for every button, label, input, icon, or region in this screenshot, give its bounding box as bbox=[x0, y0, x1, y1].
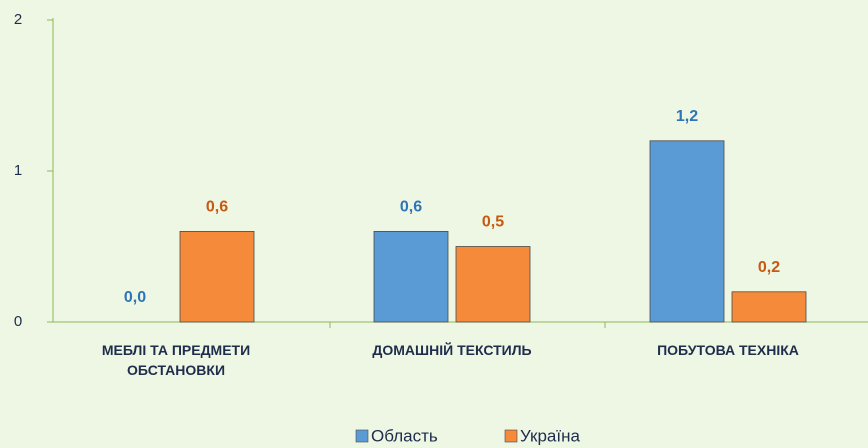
x-tick-label: МЕБЛІ ТА ПРЕДМЕТИ ОБСТАНОВКИ bbox=[101, 342, 251, 378]
legend-label: Україна bbox=[520, 426, 580, 445]
y-tick-label: 0 bbox=[14, 313, 22, 330]
bar bbox=[179, 230, 255, 323]
data-label: 0,5 bbox=[482, 214, 504, 231]
bar bbox=[649, 140, 725, 323]
x-tick-label: ПОБУТОВА ТЕХНІКА bbox=[657, 342, 799, 358]
x-tick-label: ДОМАШНІЙ ТЕКСТИЛЬ bbox=[372, 342, 532, 358]
data-label: 1,2 bbox=[676, 108, 698, 125]
data-label: 0,6 bbox=[400, 199, 422, 216]
y-tick-label: 2 bbox=[14, 11, 22, 28]
bar bbox=[731, 291, 807, 323]
data-label: 0,2 bbox=[758, 259, 780, 276]
legend-swatch bbox=[504, 429, 518, 443]
data-label: 0,0 bbox=[124, 289, 146, 306]
bar bbox=[455, 246, 531, 323]
y-tick-label: 1 bbox=[14, 162, 22, 179]
bar bbox=[373, 230, 449, 323]
data-label: 0,6 bbox=[206, 199, 228, 216]
legend-swatch bbox=[355, 429, 369, 443]
legend-label: Область bbox=[371, 426, 438, 445]
